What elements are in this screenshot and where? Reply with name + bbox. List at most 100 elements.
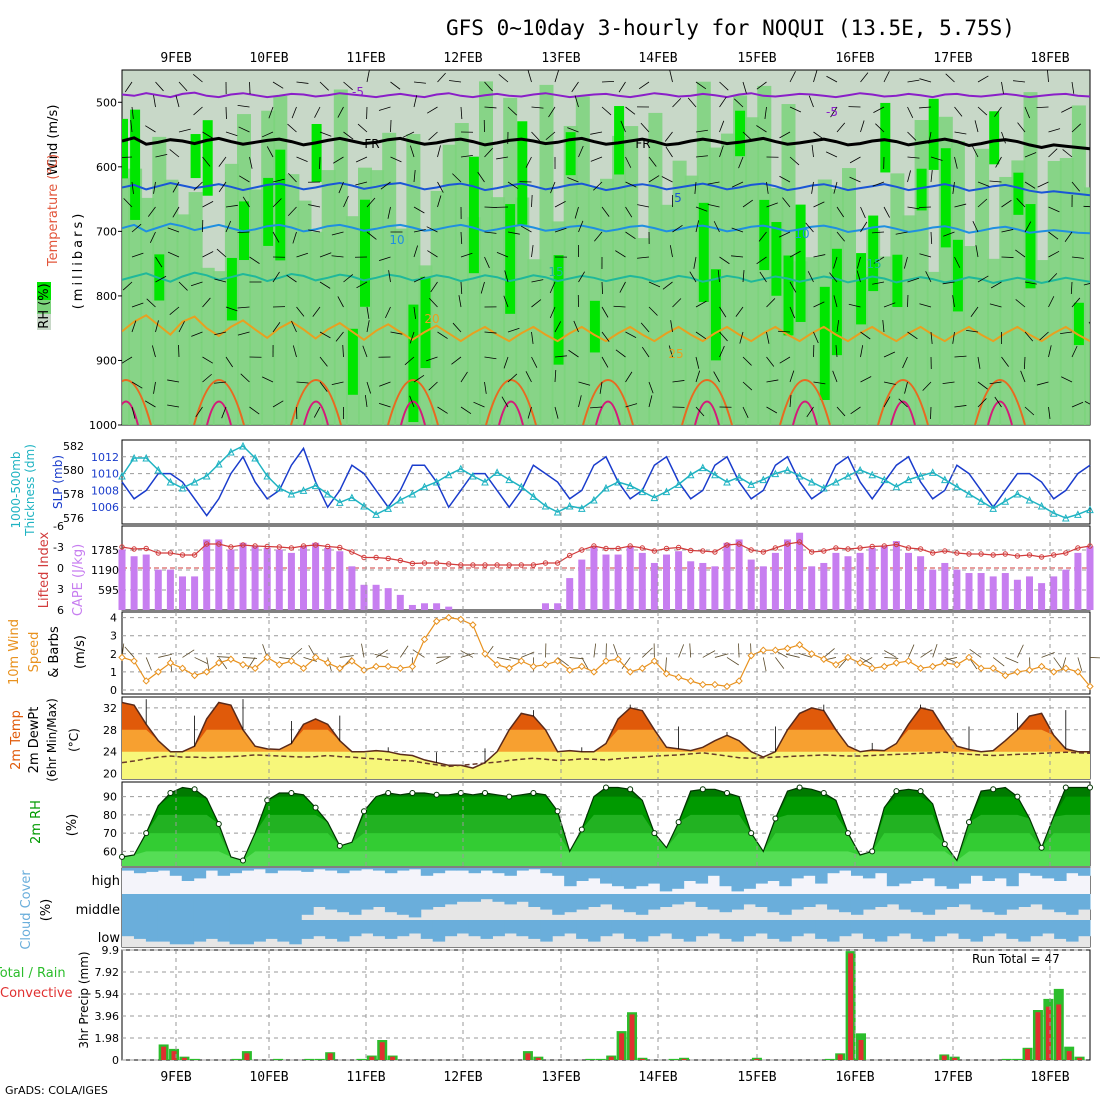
lifted-index-point xyxy=(869,543,875,550)
lifted-index-point xyxy=(966,551,972,557)
wind-barb xyxy=(898,398,908,408)
cloud-cell xyxy=(193,868,207,879)
surface-wind-barb xyxy=(158,653,173,658)
cloud-level-label: high xyxy=(92,874,120,889)
cloud-cell xyxy=(922,868,936,879)
thickness-point xyxy=(940,475,949,484)
pressure-tick: 800 xyxy=(96,290,117,303)
wind-speed-point xyxy=(1062,664,1070,672)
wind-barb xyxy=(343,274,354,283)
date-label-top: 11FEB xyxy=(346,51,385,66)
cloud-cell xyxy=(743,868,756,889)
cloud-cell xyxy=(444,894,458,905)
wind-barb xyxy=(1023,356,1026,370)
rh-mid-cell xyxy=(527,259,542,425)
wind-barb xyxy=(1096,99,1100,107)
cloud-cell xyxy=(647,920,661,937)
cloud-cell xyxy=(695,920,709,937)
wind-barb xyxy=(578,381,591,386)
wind-barb xyxy=(429,297,438,308)
rh-high-cell xyxy=(892,254,903,308)
footer-credit: GrADS: COLA/IGES xyxy=(5,1084,108,1097)
wind-barb xyxy=(777,330,791,333)
date-labels-bottom: 9FEB 10FEB 11FEB 12FEB 13FEB 14FEB 15FEB 16FEB 1… xyxy=(160,1070,1069,1085)
ylabel-lifted-index: Lifted Index xyxy=(37,531,52,608)
lifted-index-point xyxy=(385,555,391,562)
wind-barb xyxy=(782,197,791,208)
lifted-index-point xyxy=(530,562,537,568)
wind-barb xyxy=(249,156,253,169)
wind-barb xyxy=(883,302,896,308)
wind-barb xyxy=(272,321,281,333)
precip-convective-bar xyxy=(535,1057,541,1060)
cloud-cell xyxy=(731,894,744,910)
thickness-point xyxy=(299,486,308,494)
lifted-index-point xyxy=(409,560,416,567)
cloud-cell xyxy=(1030,894,1043,905)
wind-barb xyxy=(390,156,402,163)
rh-high-cell xyxy=(505,204,516,314)
wind-barb xyxy=(554,406,559,419)
temp-tick: 20 xyxy=(103,768,117,781)
pressure-tick: 700 xyxy=(96,225,117,238)
chart-title: GFS 0~10day 3-hourly for NOQUI (13.5E, 5… xyxy=(446,16,1015,40)
cloud-cell xyxy=(934,894,948,910)
wind-barb xyxy=(648,156,657,167)
wind-barb xyxy=(427,250,438,258)
wind-barb xyxy=(994,106,1002,117)
cloud-cell xyxy=(133,920,147,939)
wind-barb xyxy=(458,295,462,308)
wind-barb xyxy=(1024,221,1032,233)
wind-barb xyxy=(249,256,260,264)
rh-point xyxy=(215,821,222,827)
cloud-cell xyxy=(994,868,1007,879)
wind-barb xyxy=(504,270,509,283)
surface-wind-barb xyxy=(194,657,208,664)
cloud-cell xyxy=(922,894,936,915)
wind-barb xyxy=(287,123,297,133)
wind-barb xyxy=(695,155,708,158)
wind-barb xyxy=(860,120,865,133)
wind-barb xyxy=(573,320,579,333)
wind-barb xyxy=(977,75,989,83)
wind-barb xyxy=(1071,81,1075,94)
wind-barb xyxy=(249,406,260,415)
rh-mid-cell xyxy=(660,204,675,425)
cloud-cell xyxy=(361,894,374,910)
wind-barb xyxy=(237,306,250,309)
wind-barb xyxy=(694,181,697,194)
wind-barb xyxy=(1071,345,1078,358)
wind-barb xyxy=(719,120,725,133)
cloud-cell xyxy=(1006,894,1019,910)
rh-mid-cell xyxy=(1071,105,1086,425)
wind-barb xyxy=(155,81,164,92)
wind-barb xyxy=(813,301,825,308)
surface-wind-barb xyxy=(247,657,256,670)
surface-wind-barb xyxy=(1041,651,1055,658)
wind-barb xyxy=(131,320,137,333)
rh-mid-cell xyxy=(733,95,748,425)
cape-bar xyxy=(820,562,828,610)
wind-barb xyxy=(525,371,532,383)
wind-barb xyxy=(242,196,250,208)
thickness-point xyxy=(856,465,864,474)
wind-speed-point xyxy=(686,677,695,685)
wind-barb xyxy=(549,281,556,294)
wind-barb xyxy=(319,131,332,137)
precip-panel: 0 1.98 3.96 5.94 7.92 9.9 Run Total = 47 Tota… xyxy=(0,944,1091,1067)
cloud-cell xyxy=(1030,920,1043,937)
wind-barb xyxy=(484,256,490,269)
precip-convective-bar xyxy=(619,1033,625,1060)
rh-high-cell xyxy=(263,177,274,246)
cloud-cell xyxy=(839,920,852,937)
precip-convective-bar xyxy=(369,1056,375,1060)
wind-barb xyxy=(811,145,814,158)
ylabel-temperature: Temperature (°C) xyxy=(46,154,61,267)
wind-barb xyxy=(640,322,650,333)
wind-barb xyxy=(484,381,487,394)
wind-barb xyxy=(131,381,143,389)
precip-convective-bar xyxy=(629,1014,635,1060)
precip-total-bar xyxy=(314,1058,325,1060)
cloud-cell xyxy=(970,868,983,876)
cape-bar xyxy=(917,556,925,610)
